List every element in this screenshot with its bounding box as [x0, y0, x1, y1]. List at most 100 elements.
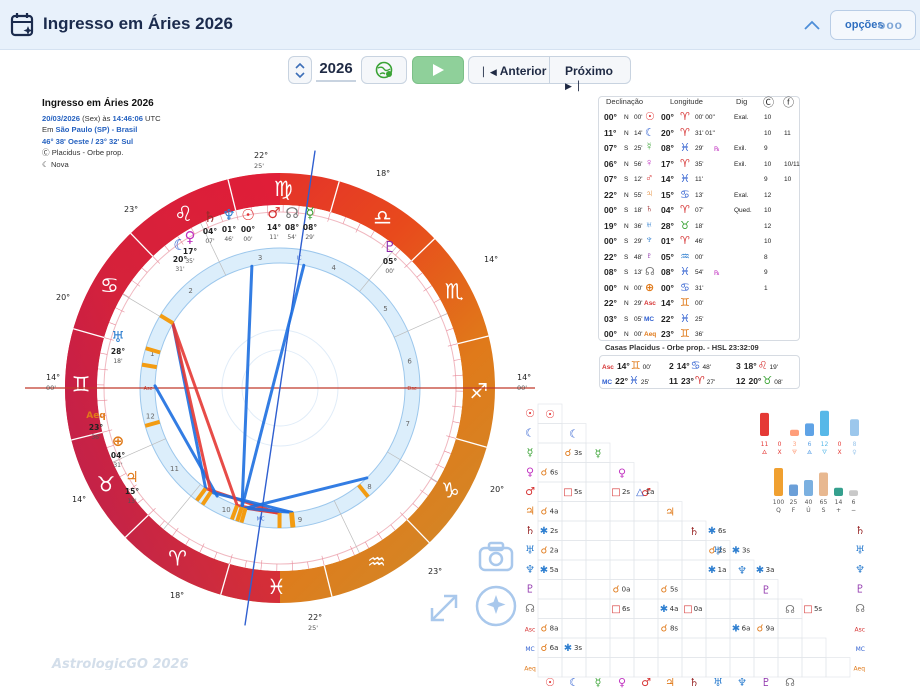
dignity: Exil. [734, 145, 747, 152]
planet-glyph: ☊ [645, 266, 655, 278]
degree-tick [164, 245, 170, 252]
location-globe-button[interactable] [361, 56, 407, 84]
house-system-icon: Ⓒ [42, 148, 50, 157]
planet-row: 00° N 00' ☉ 00° ♈ 00' 00'' Exal. 10 [604, 110, 800, 125]
house-minutes: 48' [702, 364, 711, 371]
planet-glyph: ♀ [645, 156, 654, 169]
house-minutes: 08' [774, 379, 783, 386]
planet-marker [144, 419, 161, 428]
planet-degrees: 08° [303, 223, 317, 232]
planet-glyph: ♄ [645, 203, 654, 215]
aspect-orb: 2a [550, 547, 559, 555]
house-cusp-line [200, 222, 227, 276]
aspect-cell [585, 520, 611, 541]
planet-row: 03° S 05' MC 22° ♓ 25' [604, 312, 800, 327]
dignity: Qued. [734, 207, 752, 214]
zodiac-sign-glyph: ♋ [100, 274, 119, 298]
house-cusp-cell: Asc 14°♊ 00' [602, 359, 651, 372]
aspect-line [240, 264, 254, 509]
planet-minutes: 31' [113, 462, 123, 469]
degree-tick [99, 415, 107, 417]
house-sign-glyph: ♋ [690, 360, 701, 372]
house-sign-glyph: ♈ [694, 375, 705, 387]
house-col-1: 10 [764, 160, 772, 168]
houses-title: Casas Placidus - Orbe prop. - HSL 23:32:… [605, 343, 759, 352]
sign-divider [71, 431, 103, 441]
options-button[interactable]: opções ooo [830, 10, 916, 40]
degree-tick [452, 405, 463, 408]
declination-minutes: 05' [634, 315, 643, 323]
axis-label: IC [297, 255, 302, 261]
longitude-degrees: 04° [661, 205, 674, 215]
aspect-orb: 6s [550, 469, 558, 477]
longitude-degrees: 00° [661, 282, 674, 293]
quality-value: 65 [820, 499, 828, 506]
planet-glyph: ♇ [383, 238, 396, 256]
longitude-minutes: 00' 00'' [695, 114, 715, 121]
camera-icon[interactable] [478, 540, 514, 574]
declination-direction: S [624, 315, 629, 323]
element-symbol: X [837, 449, 841, 456]
aspect-symbol: ✱ [540, 526, 548, 537]
house-col-1: 9 [764, 145, 768, 152]
degree-tick [109, 322, 116, 326]
house-label: 3 [736, 361, 741, 371]
degree-tick [177, 236, 184, 245]
declination-direction: N [624, 129, 629, 137]
next-button[interactable]: Próximo ▶▕ [549, 56, 631, 91]
declination-minutes: 36' [634, 222, 643, 230]
aspect-grid[interactable]: ☉ ☉ ☾ ☾ ☿ ☿ ♀ ♀ ♂ ♂ ♃ ♃ ♄ ♄ ♅ ♅ ♆ ♆ ♇ ♇ ☊ ☊ Asc MC Aeq ♄ ♅ ♆ ♇ ☊ Asc MC… [520, 398, 870, 690]
previous-button[interactable]: ▏◀ Anterior [468, 56, 550, 84]
degree-tick [327, 212, 331, 222]
year-input[interactable]: 2026 [316, 58, 356, 82]
zodiac-sign-glyph: ♉ [680, 219, 690, 232]
aspect-cell [561, 462, 587, 483]
sign-divider [323, 565, 333, 597]
aspect-right-glyph: ☊ [855, 602, 865, 615]
aspect-cell [753, 598, 779, 619]
magic-sparkle-icon[interactable] [474, 584, 518, 628]
degree-tick [122, 293, 130, 298]
aspect-orb: 5s [574, 488, 582, 496]
degree-tick [260, 560, 263, 571]
zodiac-sign-glyph: ♏ [445, 280, 464, 304]
play-button[interactable] [412, 56, 464, 84]
chevron-up-icon[interactable] [802, 16, 822, 34]
house-number: 9 [298, 516, 302, 524]
expand-icon[interactable] [424, 588, 464, 628]
house-degrees: 18° [743, 361, 757, 371]
play-icon [433, 64, 444, 76]
info-place-prefix: Em [42, 125, 56, 134]
planet-glyph: Aeq [86, 411, 106, 421]
cusp-degree: 20° [56, 293, 70, 302]
house-cusp-cell: MC 22°♓ 25' [602, 374, 649, 387]
quality-bar [834, 487, 843, 496]
element-symbol: X [777, 449, 781, 456]
aspect-row-glyph: ♃ [525, 505, 535, 518]
aspect-cell [657, 637, 683, 658]
aspect-symbol: ✱ [732, 546, 740, 557]
planet-degrees: 15° [125, 487, 139, 496]
aspect-cell [681, 657, 707, 678]
planet-minutes: 18' [113, 358, 123, 365]
planet-glyph: ♅ [111, 328, 124, 346]
planet-glyph: ♅ [645, 218, 654, 231]
info-place-name: São Paulo (SP) - Brasil [55, 125, 138, 134]
aspect-cell [657, 657, 683, 678]
declination-minutes: 48' [634, 253, 643, 261]
info-system: Placidus - Orbe prop. [51, 148, 124, 157]
aspect-cell [777, 657, 803, 678]
year-spinner-button[interactable] [288, 56, 312, 84]
planet-row: 11° N 14' ☾ 20° ♈ 31' 01'' 10 11 [604, 126, 800, 141]
longitude-minutes: 18' [695, 222, 704, 230]
planet-glyph: ♄ [203, 208, 216, 226]
aspect-cell [609, 618, 635, 639]
aspect-row-glyph: MC [525, 646, 534, 653]
degree-tick [452, 374, 463, 377]
aspect-symbol: ✱ [756, 565, 764, 576]
house-col-1: 10 [764, 238, 772, 245]
declination-degrees: 00° [604, 329, 617, 339]
cusp-minutes: 25' [308, 624, 318, 632]
planet-minutes: 29' [305, 234, 315, 241]
